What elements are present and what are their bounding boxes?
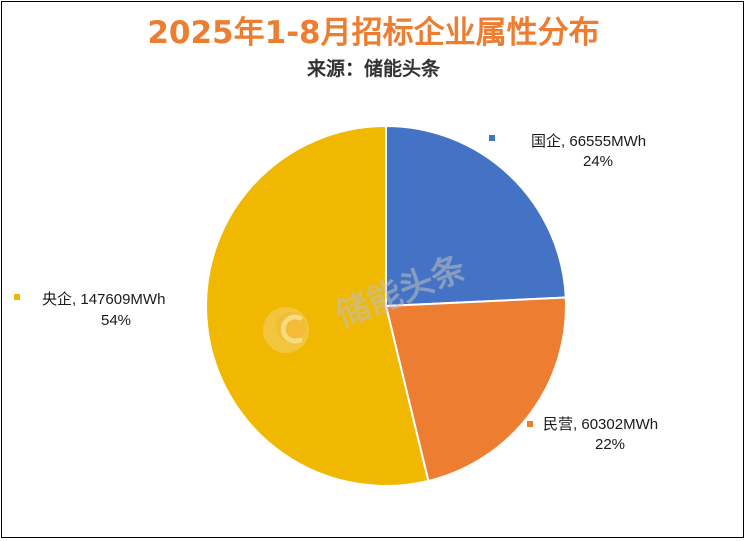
legend-minying: 民营, 60302MWh 22% [527,416,658,453]
slice-percent-minying: 22% [595,436,625,453]
slice-name-yangqi: 央企 [42,290,72,308]
slice-value-minying: 60302MWh [581,416,658,433]
pie-slices [205,124,567,487]
legend-guoqi: 国企, 66555MWh 24% [489,132,646,170]
label-minying-main: 民营, 60302MWh [543,416,658,433]
logo-c-icon [263,307,309,353]
legend-marker-yangqi [14,294,20,300]
slice-value-guoqi: 66555MWh [569,133,646,150]
legend-yangqi: 央企, 147609MWh 54% [14,290,165,329]
legend-marker-minying [527,421,533,427]
slice-percent-yangqi: 54% [101,312,131,329]
slice-value-yangqi: 147609MWh [80,291,165,308]
chart-subtitle: 来源：储能头条 [306,58,440,80]
legend-marker-guoqi [489,135,495,141]
label-yangqi-main: 央企, 147609MWh [42,290,165,308]
slice-percent-guoqi: 24% [583,153,613,170]
pie-slice-guoqi [385,124,567,308]
pie-labels: 国企, 66555MWh 24% 民营, 60302MWh 22% 央企, 14… [14,132,658,453]
chart-title: 2025年1-8月招标企业属性分布 [147,15,600,51]
pie-slice-yangqi [205,124,430,487]
slice-name-guoqi: 国企 [531,132,561,150]
pie-slice-minying [384,296,567,483]
slice-name-minying: 民营 [543,416,573,433]
label-guoqi-main: 国企, 66555MWh [531,132,646,150]
